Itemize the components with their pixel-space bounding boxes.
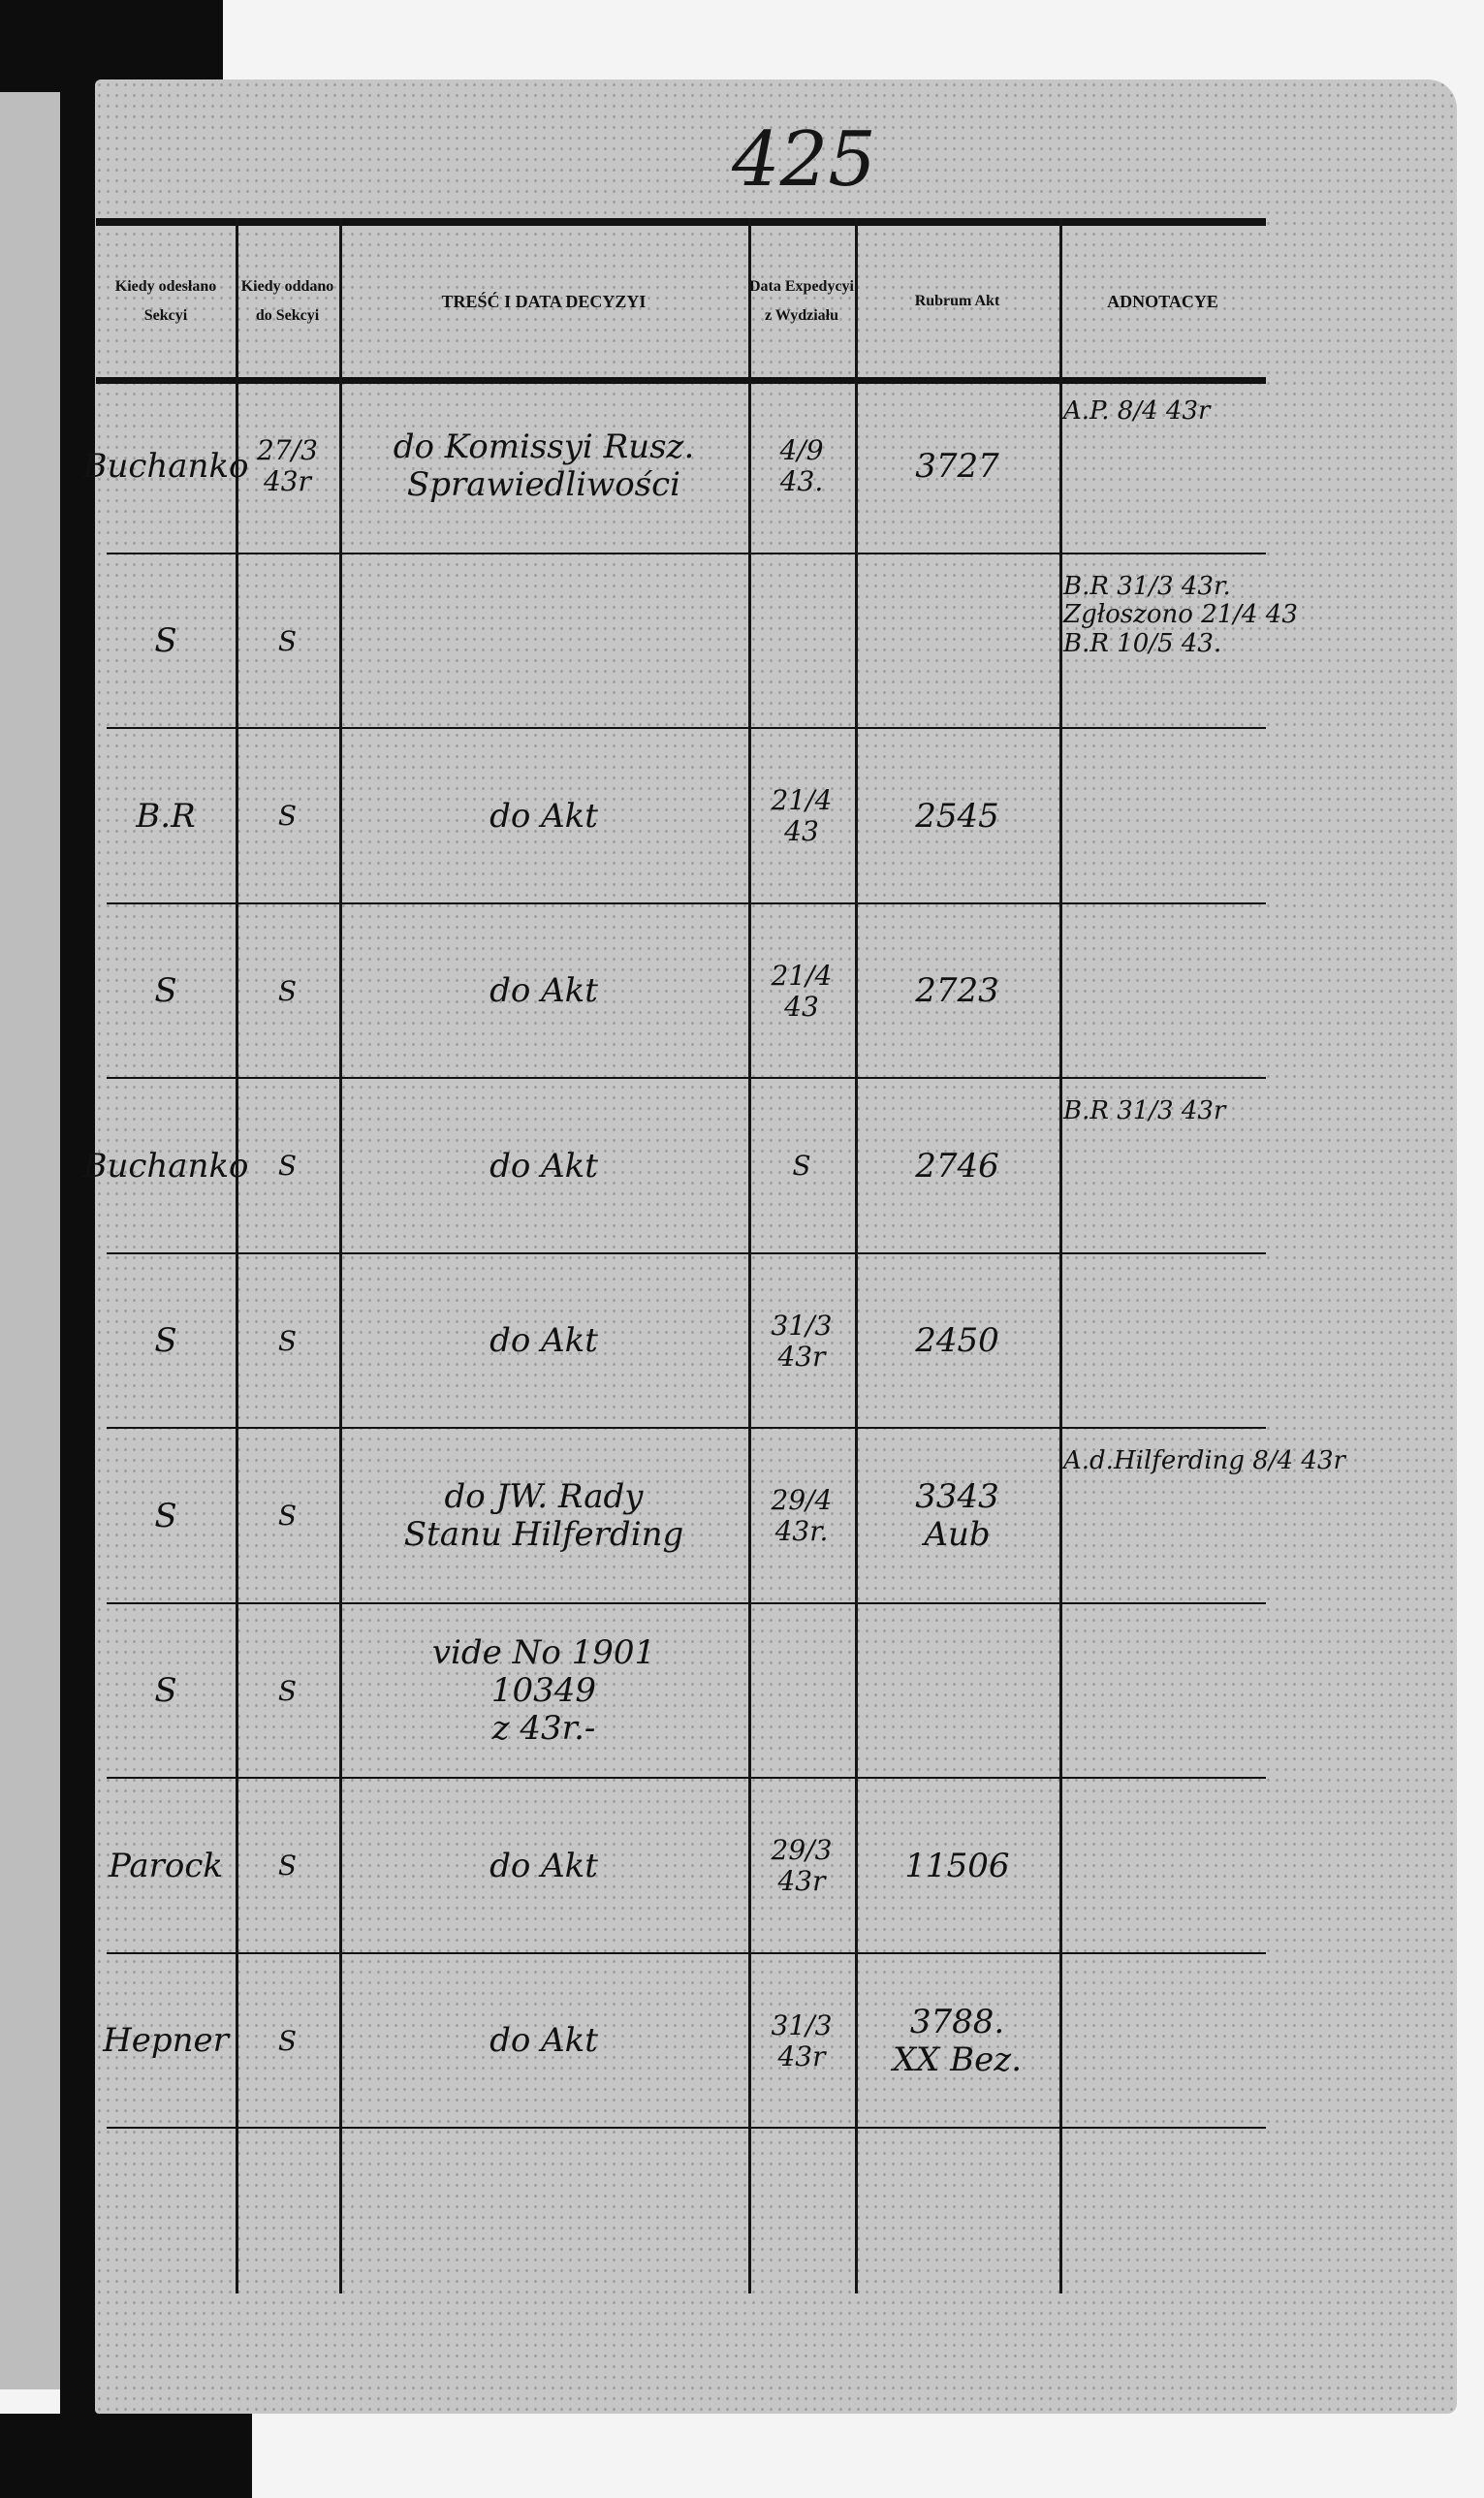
cell-given: S bbox=[277, 1500, 298, 1533]
cell-sent: S bbox=[154, 1496, 177, 1535]
cell-date: 21/4 43 bbox=[771, 784, 833, 848]
cell-rubrum bbox=[859, 1609, 1056, 1775]
cell-sent: S bbox=[154, 1321, 177, 1361]
cell-content: do Komissyi Rusz. Sprawiedliwości bbox=[393, 427, 695, 505]
cell-rubrum: 3343 Aub bbox=[915, 1477, 999, 1555]
cell-sent: S bbox=[154, 621, 177, 661]
header-top-rule bbox=[96, 218, 1266, 226]
column-header: Rubrum Akt bbox=[914, 292, 1000, 309]
left-page-fragment bbox=[0, 92, 66, 2389]
cell-note: B.R 31/3 43r. Zgłoszono 21/4 43 B.R 10/5… bbox=[1063, 571, 1298, 659]
cell-rubrum: 11506 bbox=[904, 1846, 1010, 1885]
cell-note bbox=[1063, 909, 1378, 1089]
column-header: Data Expedycyi z Wydziału bbox=[749, 277, 854, 324]
scan-background-bottom bbox=[0, 2414, 252, 2498]
row-divider bbox=[107, 1427, 1266, 1429]
cell-rubrum: 2723 bbox=[915, 971, 999, 1011]
row-divider bbox=[107, 1251, 1266, 1254]
cell-given: S bbox=[277, 1150, 298, 1183]
cell-content: do Akt bbox=[489, 2021, 598, 2061]
cell-date bbox=[752, 1609, 851, 1775]
cell-given: S bbox=[277, 1850, 298, 1882]
cell-given: 27/3 43r bbox=[257, 434, 318, 498]
row-divider bbox=[107, 1601, 1266, 1604]
cell-note: A.d.Hilferding 8/4 43r bbox=[1063, 1446, 1345, 1475]
cell-given: S bbox=[277, 800, 298, 833]
cell-sent: S bbox=[154, 1671, 177, 1711]
cell-rubrum: 3788. XX Bez. bbox=[892, 2002, 1023, 2079]
row-divider bbox=[107, 901, 1266, 904]
cell-note bbox=[1063, 1259, 1378, 1439]
cell-sent: S bbox=[154, 971, 177, 1011]
cell-content: do Akt bbox=[489, 1846, 598, 1885]
cell-given: S bbox=[277, 974, 298, 1007]
header-bottom-rule bbox=[96, 377, 1266, 384]
cell-content: do JW. Rady Stanu Hilferding bbox=[403, 1477, 684, 1555]
cell-date: 4/9 43. bbox=[779, 434, 824, 498]
cell-sent: Buchanko bbox=[82, 446, 249, 486]
cell-content: do Akt bbox=[489, 971, 598, 1011]
cell-note: B.R 31/3 43r bbox=[1063, 1096, 1226, 1125]
cell-note: A.P. 8/4 43r bbox=[1063, 396, 1211, 426]
cell-given: S bbox=[277, 2024, 298, 2057]
cell-date: S bbox=[792, 1150, 811, 1183]
cell-date: 29/3 43r bbox=[771, 1834, 833, 1898]
row-divider bbox=[107, 727, 1266, 729]
cell-date: 31/3 43r bbox=[771, 2008, 833, 2072]
cell-content: do Akt bbox=[489, 796, 598, 836]
cell-rubrum bbox=[859, 559, 1056, 725]
cell-note bbox=[1063, 1609, 1378, 1788]
row-divider bbox=[107, 1777, 1266, 1779]
cell-rubrum: 2746 bbox=[915, 1146, 999, 1186]
column-header: ADNOTACYE bbox=[1107, 291, 1218, 311]
page-number: 425 bbox=[732, 116, 876, 204]
column-header: TREŚĆ I DATA DECYZYI bbox=[441, 291, 647, 311]
cell-content: do Akt bbox=[489, 1146, 598, 1186]
cell-date bbox=[752, 559, 851, 725]
cell-date: 21/4 43 bbox=[771, 959, 833, 1023]
cell-date: 31/3 43r bbox=[771, 1309, 833, 1373]
cell-note bbox=[1063, 734, 1378, 913]
document-page bbox=[95, 79, 1457, 2414]
cell-rubrum: 2450 bbox=[915, 1321, 999, 1361]
cell-sent: Hepner bbox=[103, 2021, 229, 2061]
column-divider bbox=[236, 218, 238, 2293]
cell-content: do Akt bbox=[489, 1321, 598, 1361]
cell-sent: Buchanko bbox=[82, 1146, 249, 1186]
column-divider bbox=[339, 218, 342, 2293]
column-divider bbox=[855, 218, 858, 2293]
cell-content: vide No 1901 10349 z 43r.- bbox=[431, 1633, 656, 1749]
cell-sent: B.R bbox=[136, 796, 196, 836]
cell-given: S bbox=[277, 1674, 298, 1707]
column-header: Kiedy oddano do Sekcyi bbox=[240, 277, 334, 324]
row-divider bbox=[107, 552, 1266, 554]
cell-rubrum: 2545 bbox=[915, 796, 999, 836]
cell-note bbox=[1063, 1784, 1378, 1963]
cell-content bbox=[343, 559, 744, 725]
column-divider bbox=[1059, 218, 1062, 2293]
cell-date: 29/4 43r. bbox=[771, 1484, 833, 1548]
cell-given: S bbox=[277, 624, 298, 657]
cell-sent: Parock bbox=[109, 1846, 223, 1885]
column-divider bbox=[748, 218, 751, 2293]
cell-rubrum: 3727 bbox=[915, 446, 999, 486]
row-divider bbox=[107, 2127, 1266, 2129]
cell-note bbox=[1063, 1959, 1378, 2138]
cell-given: S bbox=[277, 1324, 298, 1357]
row-divider bbox=[107, 1077, 1266, 1079]
column-header: Kiedy odesłano Sekcyi bbox=[114, 277, 217, 324]
row-divider bbox=[107, 1951, 1266, 1954]
